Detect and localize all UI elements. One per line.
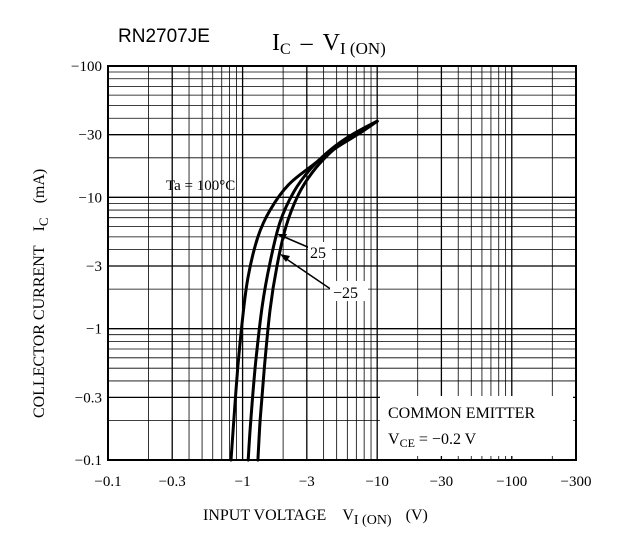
x-axis-label-var: V [342, 507, 354, 524]
y-axis-label-text: COLLECTOR CURRENT [31, 245, 48, 418]
title-ic-var: I [272, 30, 280, 56]
x-tick-label: −300 [561, 474, 592, 490]
arrow-m25-head [280, 254, 290, 262]
conditions-line1: COMMON EMITTER [388, 405, 535, 422]
x-tick-label: −0.1 [94, 474, 121, 490]
y-tick-label: −1 [86, 322, 102, 338]
label-25: 25 [310, 245, 326, 262]
label-25-bg [308, 242, 332, 260]
x-axis-label-unit: (V) [406, 507, 428, 524]
x-axis-label-sub: I (ON) [354, 513, 392, 528]
annotation-minus25: −25 [280, 254, 368, 302]
x-axis-label: INPUT VOLTAGE VI (ON) (V) [203, 507, 428, 528]
part-number: RN2707JE [118, 26, 210, 47]
label-m25-bg [330, 281, 368, 301]
y-tick-label: −0.1 [75, 453, 102, 469]
title-vi-var: V [323, 30, 341, 56]
title-ic-sub: C [280, 41, 291, 58]
series-group [229, 119, 379, 462]
arrow-m25-line [284, 257, 333, 291]
grid [107, 65, 577, 461]
arrow-25-head [277, 234, 287, 240]
y-tick-label: −0.3 [75, 390, 102, 406]
title-dash: – [300, 30, 314, 56]
x-tick-label: −1 [235, 474, 251, 490]
series-line-ta-25 [246, 119, 379, 462]
x-tick-label: −3 [299, 474, 315, 490]
y-axis-label-unit: (mA) [31, 169, 48, 204]
annotation-25: 25 [277, 234, 332, 262]
x-tick-label: −0.3 [159, 474, 186, 490]
arrow-25-line [281, 235, 311, 249]
series-line-ta-minus25 [256, 119, 379, 462]
plot-frame [107, 65, 577, 461]
conditions-vce-sub: CE [400, 436, 415, 450]
x-axis-label-text: INPUT VOLTAGE [203, 507, 326, 524]
x-tick-label: −10 [365, 474, 388, 490]
conditions-vce-var: V [388, 431, 400, 448]
conditions-vce-value: = −0.2 V [415, 431, 477, 448]
x-tick-label: −100 [496, 474, 527, 490]
annotation-ta-100: Ta = 100°C [166, 178, 235, 194]
label-minus25: −25 [333, 285, 358, 302]
y-axis-label-var: I [31, 226, 48, 231]
y-axis-label-sub: C [36, 217, 51, 226]
y-tick-label: −3 [86, 259, 102, 275]
y-tick-labels: −100 −30 −10 −3 −1 −0.3 −0.1 [71, 59, 102, 469]
x-tick-labels: −0.1 −0.3 −1 −3 −10 −30 −100 −300 [94, 474, 591, 490]
conditions-line2: VCE = −0.2 V [388, 431, 477, 450]
chart-title: IC – VI (ON) [272, 30, 386, 58]
y-tick-label: −100 [71, 59, 102, 75]
x-tick-label: −30 [430, 474, 453, 490]
y-tick-label: −30 [79, 128, 102, 144]
title-vi-sub: I (ON) [340, 39, 386, 58]
y-tick-label: −10 [79, 190, 102, 206]
y-axis-label: COLLECTOR CURRENT IC (mA) [31, 169, 51, 418]
conditions-box-bg [380, 396, 573, 456]
